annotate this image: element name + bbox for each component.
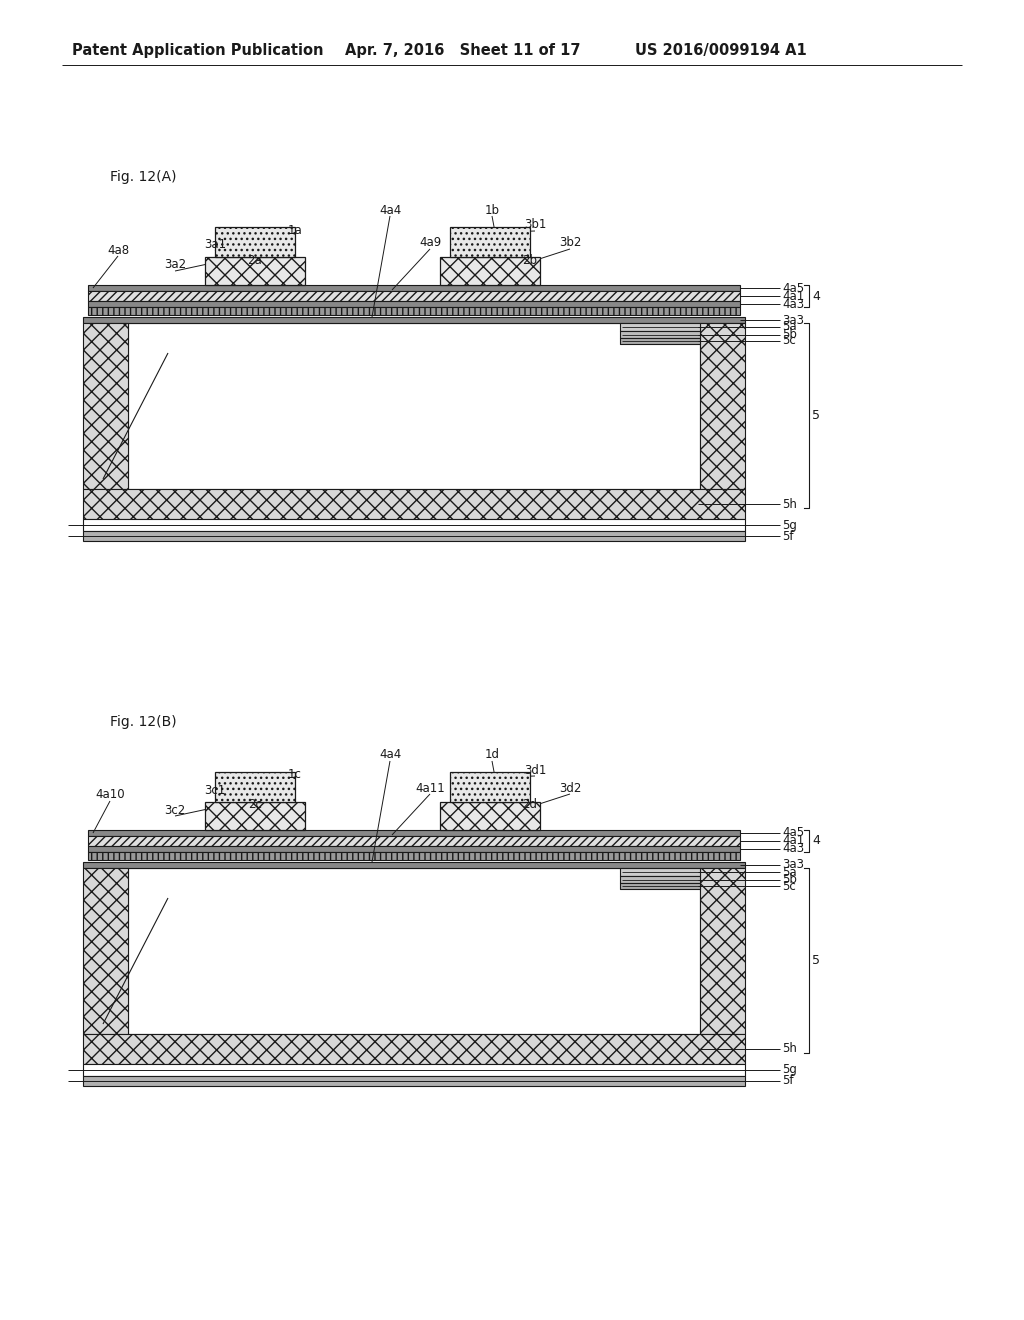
Text: 2c: 2c (248, 799, 262, 812)
Text: 4a3: 4a3 (782, 842, 804, 855)
Bar (205, 257, 305, 285)
Text: 3d2: 3d2 (559, 781, 582, 795)
Text: 3a3: 3a3 (782, 858, 804, 871)
Text: 3d1: 3d1 (524, 763, 546, 776)
Bar (450, 227, 530, 257)
Bar (205, 803, 305, 830)
Text: Fig. 12(A): Fig. 12(A) (110, 170, 176, 183)
Text: 5a: 5a (782, 321, 797, 334)
Text: 3b1: 3b1 (524, 219, 546, 231)
Text: 2a: 2a (248, 253, 262, 267)
Bar (620, 323, 700, 331)
Text: 5h: 5h (782, 498, 797, 511)
Text: US 2016/0099194 A1: US 2016/0099194 A1 (635, 42, 807, 58)
Text: 5f: 5f (782, 1074, 794, 1088)
Text: 5: 5 (812, 409, 820, 422)
Bar (83, 1064, 745, 1076)
Text: 4a8: 4a8 (106, 243, 129, 256)
Text: 3c2: 3c2 (165, 804, 185, 817)
Text: 5g: 5g (782, 519, 797, 532)
Bar (88, 290, 740, 301)
Text: 3a1: 3a1 (204, 239, 226, 252)
Text: Fig. 12(B): Fig. 12(B) (110, 715, 176, 729)
Text: 5c: 5c (782, 879, 796, 892)
Text: 3a2: 3a2 (164, 259, 186, 272)
Text: 5b: 5b (782, 327, 797, 341)
Text: 4a1: 4a1 (782, 289, 804, 302)
Text: 5h: 5h (782, 1043, 797, 1056)
Text: 4: 4 (812, 834, 820, 847)
Text: 5b: 5b (782, 873, 797, 886)
Text: 1b: 1b (484, 203, 500, 216)
Bar (128, 869, 700, 1034)
Bar (620, 338, 700, 345)
Bar (440, 803, 540, 830)
Text: 4: 4 (812, 289, 820, 302)
Text: 5: 5 (812, 954, 820, 968)
Text: 3a3: 3a3 (782, 314, 804, 326)
Text: Apr. 7, 2016   Sheet 11 of 17: Apr. 7, 2016 Sheet 11 of 17 (345, 42, 581, 58)
Bar (450, 772, 530, 803)
Text: 5c: 5c (782, 334, 796, 347)
Text: 5a: 5a (782, 866, 797, 879)
Bar (88, 846, 740, 851)
Bar (83, 1076, 745, 1086)
Text: 4a5: 4a5 (782, 281, 804, 294)
Bar (88, 851, 740, 861)
Bar (83, 869, 128, 1034)
Text: 4a11: 4a11 (415, 781, 444, 795)
Text: 3c1: 3c1 (205, 784, 225, 796)
Text: 4a3: 4a3 (782, 297, 804, 310)
Text: 4a9: 4a9 (419, 236, 441, 249)
Text: 4a4: 4a4 (379, 748, 401, 762)
Text: 4a5: 4a5 (782, 826, 804, 840)
Bar (620, 869, 700, 876)
Bar (83, 862, 745, 869)
Text: 3b2: 3b2 (559, 236, 582, 249)
Bar (700, 323, 745, 488)
Bar (88, 830, 740, 836)
Text: 4a10: 4a10 (95, 788, 125, 801)
Bar (83, 488, 745, 519)
Bar (620, 883, 700, 888)
Text: Patent Application Publication: Patent Application Publication (72, 42, 324, 58)
Text: 5g: 5g (782, 1064, 797, 1077)
Bar (620, 331, 700, 338)
Bar (83, 317, 745, 323)
Bar (83, 531, 745, 541)
Text: 5f: 5f (782, 529, 794, 543)
Text: 2b: 2b (522, 253, 538, 267)
Bar (88, 308, 740, 315)
Bar (440, 257, 540, 285)
Bar (88, 301, 740, 308)
Bar (83, 323, 128, 488)
Bar (128, 323, 700, 488)
Text: 4a1: 4a1 (782, 834, 804, 847)
Bar (83, 519, 745, 531)
Bar (620, 876, 700, 883)
Bar (88, 836, 740, 846)
Bar (88, 285, 740, 290)
Text: 1a: 1a (288, 223, 302, 236)
Text: 2d: 2d (522, 799, 538, 812)
Text: 1d: 1d (484, 748, 500, 762)
Bar (700, 869, 745, 1034)
Text: 1c: 1c (288, 768, 302, 781)
Bar (215, 772, 295, 803)
Bar (83, 1034, 745, 1064)
Text: 4a4: 4a4 (379, 203, 401, 216)
Bar (215, 227, 295, 257)
